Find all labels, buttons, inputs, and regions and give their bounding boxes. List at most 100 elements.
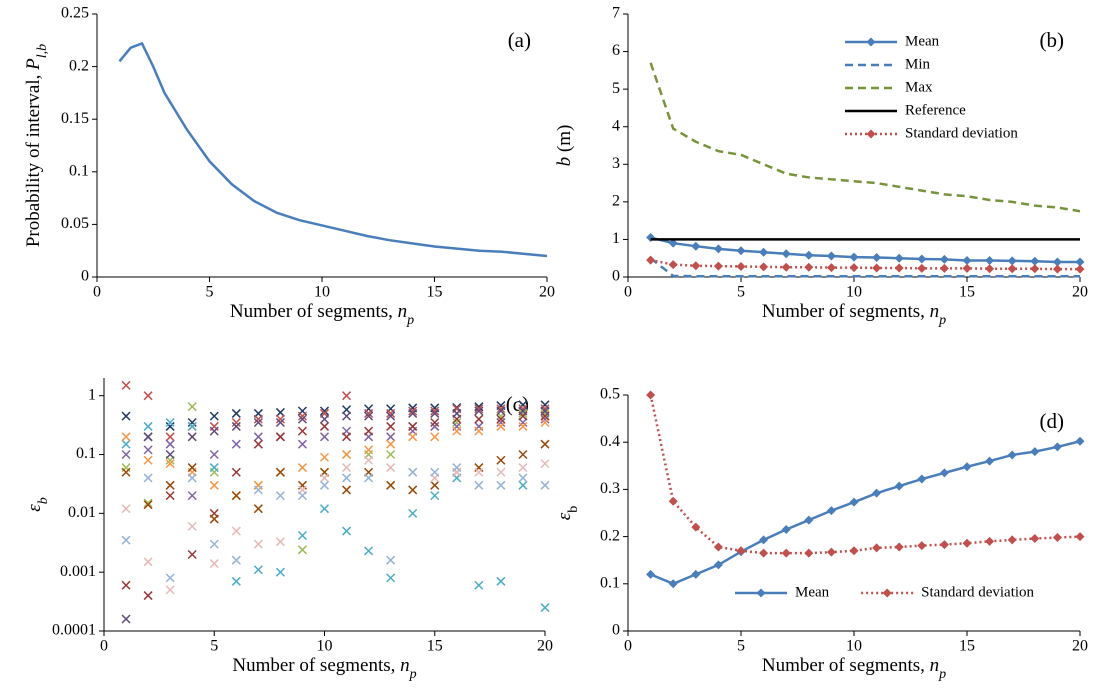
x-tick-label: 0 bbox=[624, 284, 632, 301]
label-part: p bbox=[938, 313, 946, 328]
x-axis-label: Number of segments, np bbox=[232, 655, 416, 681]
legend-label: Mean bbox=[905, 33, 940, 49]
label-part: p bbox=[409, 667, 417, 682]
marker bbox=[759, 262, 769, 272]
point bbox=[275, 567, 285, 577]
legend-marker bbox=[756, 588, 766, 598]
point bbox=[143, 445, 153, 455]
point bbox=[121, 580, 131, 590]
y-tick-label: 0.0001 bbox=[52, 622, 96, 639]
x-tick-label: 20 bbox=[539, 284, 555, 301]
marker bbox=[1075, 436, 1085, 446]
marker bbox=[1030, 264, 1040, 274]
label-part: b bbox=[566, 506, 581, 513]
point bbox=[430, 421, 440, 431]
marker bbox=[804, 548, 814, 558]
point bbox=[121, 439, 131, 449]
point bbox=[408, 408, 418, 418]
y-tick-label: 0.5 bbox=[600, 386, 620, 403]
label-part: ε bbox=[24, 504, 45, 512]
point bbox=[231, 467, 241, 477]
marker bbox=[939, 468, 949, 478]
marker bbox=[872, 488, 882, 498]
point bbox=[275, 414, 285, 424]
marker bbox=[826, 506, 836, 516]
point bbox=[430, 491, 440, 501]
point bbox=[143, 455, 153, 465]
point bbox=[187, 463, 197, 473]
label-part: Number of segments, bbox=[230, 301, 398, 322]
point bbox=[540, 603, 550, 613]
point bbox=[143, 421, 153, 431]
marker bbox=[691, 241, 701, 251]
y-axis-label: b (m) bbox=[554, 125, 575, 167]
point bbox=[231, 421, 241, 431]
line bbox=[118, 41, 548, 258]
point bbox=[165, 432, 175, 442]
point bbox=[474, 404, 484, 414]
marker bbox=[759, 548, 769, 558]
marker bbox=[781, 548, 791, 558]
point bbox=[386, 408, 396, 418]
marker bbox=[804, 515, 814, 525]
marker bbox=[1030, 533, 1040, 543]
y-tick-label: 2 bbox=[612, 193, 620, 210]
y-tick-label: 6 bbox=[612, 42, 620, 59]
x-tick-label: 5 bbox=[210, 638, 218, 655]
point bbox=[518, 473, 528, 483]
panel-label: (d) bbox=[1040, 409, 1065, 433]
line bbox=[650, 258, 1080, 271]
marker bbox=[985, 456, 995, 466]
marker bbox=[1075, 532, 1085, 542]
point bbox=[386, 411, 396, 421]
x-tick-label: 15 bbox=[427, 284, 443, 301]
point bbox=[275, 407, 285, 417]
marker bbox=[849, 263, 859, 273]
point bbox=[430, 408, 440, 418]
marker bbox=[826, 547, 836, 557]
y-tick-label: 0.2 bbox=[69, 57, 89, 74]
point bbox=[408, 432, 418, 442]
point bbox=[540, 417, 550, 428]
point bbox=[209, 559, 219, 569]
point bbox=[253, 432, 263, 442]
legend-label: Min bbox=[905, 56, 931, 72]
point bbox=[518, 406, 528, 416]
marker bbox=[872, 543, 882, 553]
point bbox=[452, 463, 462, 473]
point bbox=[474, 414, 484, 424]
point bbox=[430, 406, 440, 416]
point bbox=[275, 467, 285, 477]
y-tick-label: 0.05 bbox=[61, 215, 89, 232]
point bbox=[231, 408, 241, 418]
point bbox=[187, 521, 197, 531]
point bbox=[253, 417, 263, 428]
point bbox=[319, 432, 330, 442]
label-part: Number of segments, bbox=[762, 301, 930, 322]
point bbox=[121, 380, 131, 390]
x-tick-label: 15 bbox=[427, 638, 443, 655]
marker bbox=[668, 579, 678, 589]
point bbox=[342, 432, 352, 442]
point bbox=[253, 439, 263, 449]
y-tick-label: 0.01 bbox=[68, 504, 96, 521]
y-tick-label: 4 bbox=[612, 117, 620, 134]
point bbox=[187, 491, 197, 501]
point bbox=[209, 426, 219, 436]
marker bbox=[939, 263, 949, 273]
legend-label: Reference bbox=[905, 102, 966, 118]
marker bbox=[894, 263, 904, 273]
marker bbox=[691, 569, 701, 579]
y-tick-label: 0.15 bbox=[61, 110, 89, 127]
x-axis-label: Number of segments, np bbox=[230, 301, 414, 327]
point bbox=[518, 408, 528, 418]
point bbox=[275, 417, 285, 428]
legend-label: Mean bbox=[795, 584, 830, 600]
point bbox=[474, 580, 484, 590]
marker bbox=[668, 260, 678, 270]
marker bbox=[962, 538, 972, 548]
marker bbox=[894, 481, 904, 491]
point bbox=[209, 480, 219, 490]
point bbox=[386, 480, 396, 490]
point bbox=[496, 467, 506, 477]
